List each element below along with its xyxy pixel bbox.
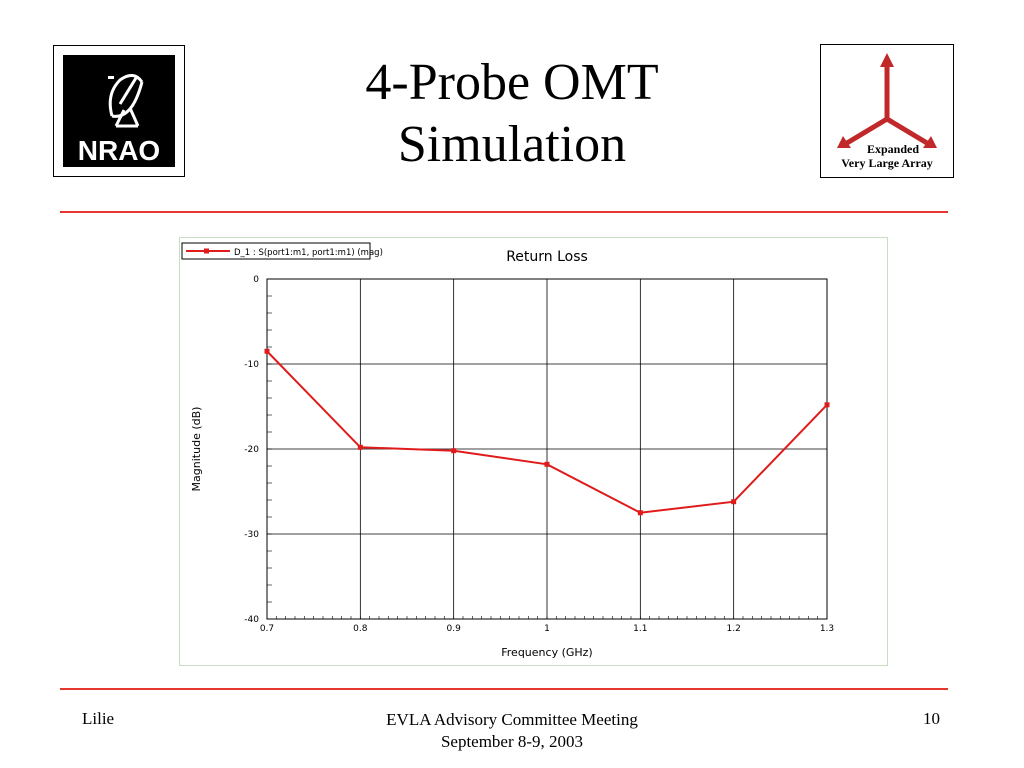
nrao-logo-icon: NRAO xyxy=(63,55,175,167)
chart-svg: D_1 : S(port1:m1, port1:m1) (mag) Return… xyxy=(181,242,834,659)
x-axis-label: Frequency (GHz) xyxy=(501,646,592,659)
x-tick-label: 1.2 xyxy=(727,624,741,634)
bottom-divider xyxy=(60,688,948,690)
x-tick-label: 0.9 xyxy=(447,624,462,634)
footer-event: EVLA Advisory Committee Meeting Septembe… xyxy=(312,709,712,753)
data-point xyxy=(357,444,363,450)
title-line-1: 4-Probe OMT xyxy=(365,54,659,111)
x-tick-label: 1.3 xyxy=(820,624,834,634)
data-point xyxy=(264,348,270,354)
top-divider xyxy=(60,211,948,213)
y-tick-label: -30 xyxy=(244,530,259,540)
legend-series-label: D_1 : S(port1:m1, port1:m1) (mag) xyxy=(234,248,383,258)
data-point xyxy=(637,510,643,516)
y-tick-label: -20 xyxy=(244,445,259,455)
x-tick-label: 1 xyxy=(544,624,550,634)
y-tick-label: -10 xyxy=(244,360,259,370)
x-tick-label: 0.7 xyxy=(260,624,274,634)
evla-tri-arrow-icon: Expanded Very Large Array xyxy=(837,53,937,170)
evla-logo: Expanded Very Large Array xyxy=(820,44,954,178)
return-loss-chart: D_1 : S(port1:m1, port1:m1) (mag) Return… xyxy=(179,237,888,666)
data-point xyxy=(451,448,457,454)
x-tick-label: 1.1 xyxy=(633,624,647,634)
y-tick-label: -40 xyxy=(244,615,259,625)
footer-page-number: 10 xyxy=(923,709,940,728)
data-point xyxy=(731,499,737,505)
evla-logo-line-1: Expanded xyxy=(867,142,919,156)
footer-author: Lilie xyxy=(82,709,115,728)
y-axis-label: Magnitude (dB) xyxy=(190,407,203,492)
title-line-2: Simulation xyxy=(397,116,627,173)
slide-title: 4-Probe OMT Simulation xyxy=(250,52,774,176)
data-point xyxy=(544,461,550,467)
chart-legend: D_1 : S(port1:m1, port1:m1) (mag) xyxy=(181,242,383,260)
y-tick-label: 0 xyxy=(253,275,259,285)
evla-logo-line-2: Very Large Array xyxy=(841,156,933,170)
x-tick-label: 0.8 xyxy=(353,624,368,634)
footer-event-date: September 8-9, 2003 xyxy=(440,732,584,751)
footer-event-name: EVLA Advisory Committee Meeting xyxy=(386,710,638,729)
nrao-logo: NRAO xyxy=(53,45,185,177)
data-point xyxy=(824,402,830,408)
nrao-logo-wordmark: NRAO xyxy=(78,135,160,166)
chart-title: Return Loss xyxy=(506,249,588,265)
legend-marker xyxy=(204,248,209,254)
